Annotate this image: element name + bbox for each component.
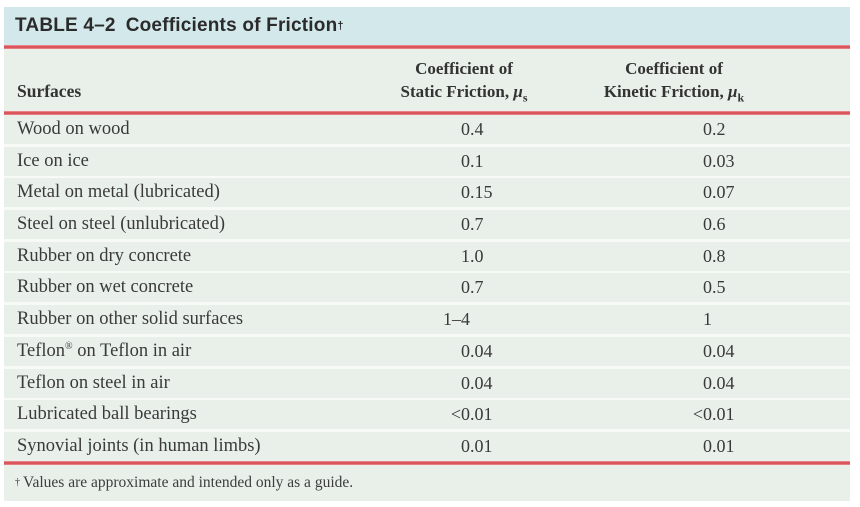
table-row: Teflon® on Teflon in air 0.04 0.04 <box>4 336 850 366</box>
surface-label: Teflon® on Teflon in air <box>17 340 192 361</box>
kinetic-friction-value: <0.01 <box>692 404 735 425</box>
static-header-line1: Coefficient of <box>415 59 513 78</box>
static-friction-value: 0.15 <box>461 182 493 203</box>
static-friction-value: 0.4 <box>461 119 484 139</box>
table-row: Metal on metal (lubricated) 0.15 0.07 <box>4 178 850 208</box>
surface-label: Synovial joints (in human limbs) <box>17 435 261 456</box>
kinetic-friction-value: 0.01 <box>703 435 735 456</box>
kinetic-friction-value: 0.2 <box>703 119 726 139</box>
surface-label: Lubricated ball bearings <box>17 404 197 425</box>
kinetic-friction-value: 0.5 <box>703 277 726 298</box>
static-friction-value: <0.01 <box>450 404 493 425</box>
table-title-bar: TABLE 4–2 Coefficients of Friction † <box>4 7 850 45</box>
static-friction-value: 0.01 <box>461 435 493 456</box>
kinetic-friction-value: 0.8 <box>703 245 726 266</box>
table-row: Teflon on steel in air 0.04 0.04 <box>4 368 850 398</box>
kinetic-header-line2: Kinetic Friction, <box>603 82 728 101</box>
surface-label: Ice on ice <box>17 150 89 171</box>
kinetic-friction-value: 0.07 <box>703 182 735 203</box>
static-friction-value: 0.7 <box>461 214 484 235</box>
table-row: Steel on steel (unlubricated) 0.7 0.6 <box>4 210 850 240</box>
mu-subscript-k: k <box>737 90 745 105</box>
surface-label: Rubber on dry concrete <box>17 245 192 266</box>
surface-label: Wood on wood <box>17 119 130 139</box>
top-red-rule <box>4 45 850 49</box>
static-friction-value: 0.04 <box>461 340 493 361</box>
table-row: Synovial joints (in human limbs) 0.01 0.… <box>4 431 850 461</box>
table-row: Wood on wood 0.4 0.2 <box>4 115 850 144</box>
surface-label: Metal on metal (lubricated) <box>17 182 220 203</box>
static-header-line2: Static Friction, <box>400 82 514 101</box>
surface-label: Rubber on other solid surfaces <box>17 309 244 330</box>
table-number: TABLE 4–2 <box>15 15 116 36</box>
header-red-rule <box>4 111 850 115</box>
kinetic-friction-value: 0.04 <box>703 340 735 361</box>
table-row: Rubber on other solid surfaces 1–4 1 <box>4 305 850 335</box>
table-footnote: † Values are approximate and intended on… <box>4 464 850 501</box>
kinetic-friction-value: 0.04 <box>703 372 735 393</box>
table-row: Rubber on wet concrete 0.7 0.5 <box>4 273 850 303</box>
surface-label: Rubber on wet concrete <box>17 277 194 298</box>
static-friction-value: 0.1 <box>461 150 484 171</box>
surface-label: Steel on steel (unlubricated) <box>17 214 226 235</box>
table-body: Wood on wood 0.4 0.2 Ice on ice 0.1 0.03… <box>4 115 850 461</box>
surface-label: Teflon on steel in air <box>17 372 170 393</box>
mu-symbol: μ <box>513 82 523 101</box>
footnote-text: Values are approximate and intended only… <box>23 473 354 491</box>
column-header-kinetic-friction: Coefficient of Kinetic Friction, μk <box>544 57 804 109</box>
column-header-static-friction: Coefficient of Static Friction, μs <box>334 57 594 109</box>
mu-subscript-s: s <box>522 90 528 105</box>
registered-trademark-symbol: ® <box>65 340 73 352</box>
friction-table: TABLE 4–2 Coefficients of Friction † Surfa… <box>4 7 850 501</box>
table-title: Coefficients of Friction <box>125 15 338 36</box>
column-header-surfaces: Surfaces <box>17 81 82 101</box>
table-row: Rubber on dry concrete 1.0 0.8 <box>4 241 850 271</box>
kinetic-friction-value: 0.03 <box>703 150 735 171</box>
static-friction-value: 1.0 <box>461 245 484 266</box>
table-header: Surfaces Coefficient of Static Friction,… <box>4 49 850 111</box>
static-friction-value: 1–4 <box>443 309 470 330</box>
static-friction-value: 0.04 <box>461 372 493 393</box>
kinetic-friction-value: 0.6 <box>703 214 726 235</box>
bottom-red-rule <box>4 460 850 465</box>
static-friction-value: 0.7 <box>461 277 484 298</box>
kinetic-friction-value: 1 <box>703 309 712 330</box>
table-row: Lubricated ball bearings <0.01 <0.01 <box>4 400 850 430</box>
table-row: Ice on ice 0.1 0.03 <box>4 146 850 176</box>
mu-symbol: μ <box>728 82 738 101</box>
kinetic-header-line1: Coefficient of <box>625 59 723 78</box>
